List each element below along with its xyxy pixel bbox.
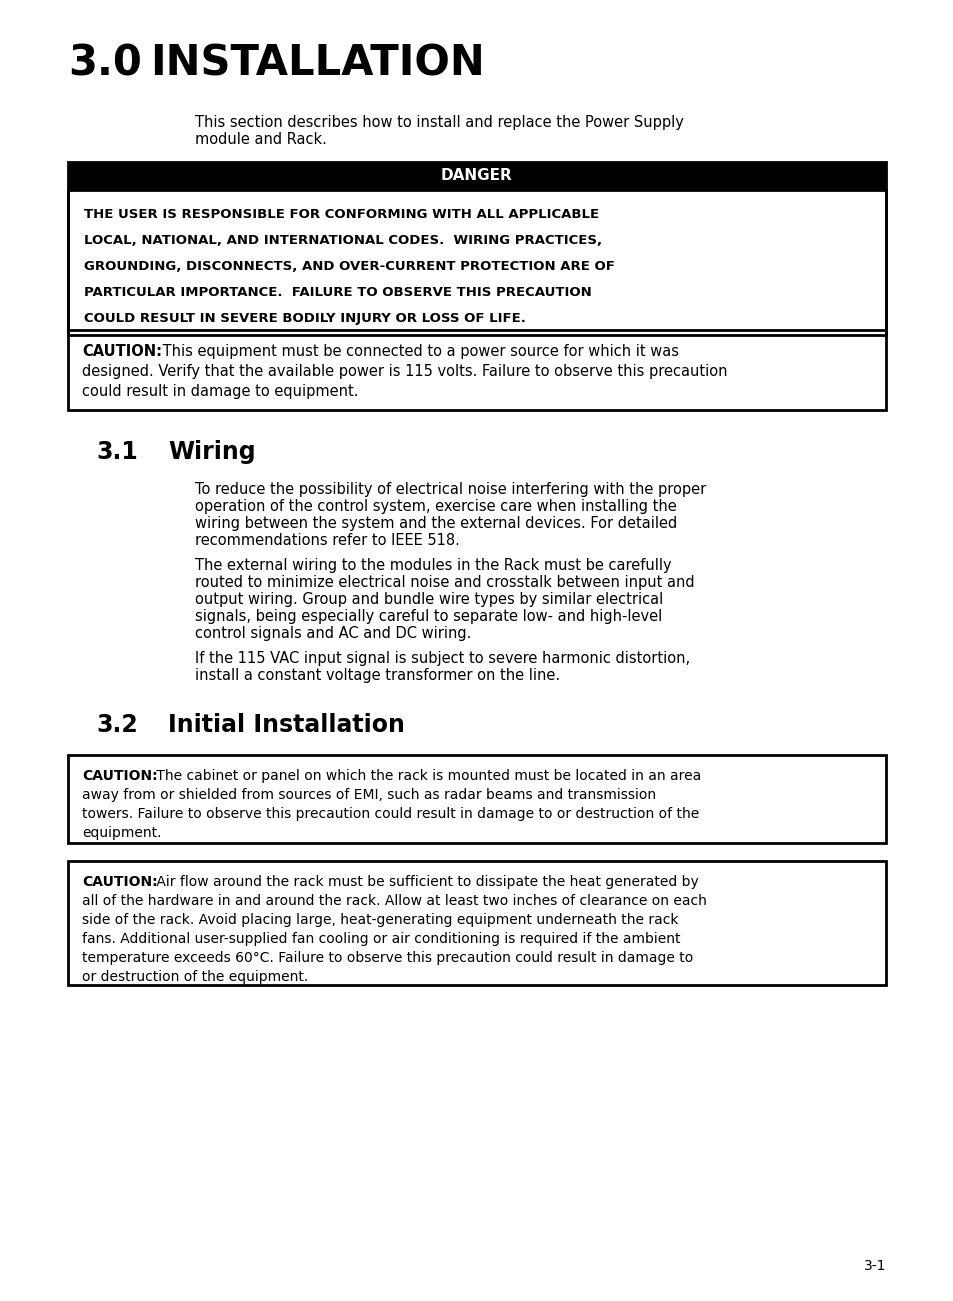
Bar — [68, 163, 885, 190]
Text: routed to minimize electrical noise and crosstalk between input and: routed to minimize electrical noise and … — [194, 575, 694, 589]
Text: recommendations refer to IEEE 518.: recommendations refer to IEEE 518. — [194, 533, 459, 548]
Text: equipment.: equipment. — [82, 826, 161, 840]
Text: PARTICULAR IMPORTANCE.  FAILURE TO OBSERVE THIS PRECAUTION: PARTICULAR IMPORTANCE. FAILURE TO OBSERV… — [84, 286, 591, 299]
Text: Initial Installation: Initial Installation — [168, 713, 404, 736]
Text: This section describes how to install and replace the Power Supply: This section describes how to install an… — [194, 114, 683, 130]
Text: designed. Verify that the available power is 115 volts. Failure to observe this : designed. Verify that the available powe… — [82, 364, 727, 379]
Text: operation of the control system, exercise care when installing the: operation of the control system, exercis… — [194, 500, 676, 514]
Bar — [68, 190, 885, 334]
Bar — [68, 330, 885, 410]
Text: CAUTION:: CAUTION: — [82, 876, 157, 889]
Text: all of the hardware in and around the rack. Allow at least two inches of clearan: all of the hardware in and around the ra… — [82, 894, 706, 908]
Text: could result in damage to equipment.: could result in damage to equipment. — [82, 384, 358, 399]
Text: output wiring. Group and bundle wire types by similar electrical: output wiring. Group and bundle wire typ… — [194, 592, 662, 608]
Text: The external wiring to the modules in the Rack must be carefully: The external wiring to the modules in th… — [194, 558, 671, 572]
Text: install a constant voltage transformer on the line.: install a constant voltage transformer o… — [194, 667, 559, 683]
Text: or destruction of the equipment.: or destruction of the equipment. — [82, 971, 308, 984]
Bar — [68, 755, 885, 843]
Text: DANGER: DANGER — [440, 169, 513, 183]
Bar — [68, 861, 885, 985]
Text: module and Rack.: module and Rack. — [194, 131, 327, 147]
Text: GROUNDING, DISCONNECTS, AND OVER-CURRENT PROTECTION ARE OF: GROUNDING, DISCONNECTS, AND OVER-CURRENT… — [84, 260, 615, 273]
Text: away from or shielded from sources of EMI, such as radar beams and transmission: away from or shielded from sources of EM… — [82, 788, 656, 801]
Text: Wiring: Wiring — [168, 440, 255, 464]
Text: COULD RESULT IN SEVERE BODILY INJURY OR LOSS OF LIFE.: COULD RESULT IN SEVERE BODILY INJURY OR … — [84, 312, 525, 325]
Text: If the 115 VAC input signal is subject to severe harmonic distortion,: If the 115 VAC input signal is subject t… — [194, 650, 689, 666]
Text: The cabinet or panel on which the rack is mounted must be located in an area: The cabinet or panel on which the rack i… — [152, 769, 700, 783]
Text: CAUTION:: CAUTION: — [82, 769, 157, 783]
Text: control signals and AC and DC wiring.: control signals and AC and DC wiring. — [194, 626, 471, 641]
Text: This equipment must be connected to a power source for which it was: This equipment must be connected to a po… — [158, 343, 679, 359]
Text: temperature exceeds 60°C. Failure to observe this precaution could result in dam: temperature exceeds 60°C. Failure to obs… — [82, 951, 693, 965]
Text: INSTALLATION: INSTALLATION — [150, 42, 484, 85]
Text: side of the rack. Avoid placing large, heat-generating equipment underneath the : side of the rack. Avoid placing large, h… — [82, 913, 678, 928]
Text: To reduce the possibility of electrical noise interfering with the proper: To reduce the possibility of electrical … — [194, 481, 705, 497]
Text: THE USER IS RESPONSIBLE FOR CONFORMING WITH ALL APPLICABLE: THE USER IS RESPONSIBLE FOR CONFORMING W… — [84, 208, 598, 221]
Text: 3-1: 3-1 — [862, 1259, 885, 1272]
Text: 3.1: 3.1 — [96, 440, 137, 464]
Text: fans. Additional user-supplied fan cooling or air conditioning is required if th: fans. Additional user-supplied fan cooli… — [82, 932, 679, 946]
Text: LOCAL, NATIONAL, AND INTERNATIONAL CODES.  WIRING PRACTICES,: LOCAL, NATIONAL, AND INTERNATIONAL CODES… — [84, 234, 601, 247]
Text: 3.0: 3.0 — [68, 42, 142, 85]
Text: signals, being especially careful to separate low- and high-level: signals, being especially careful to sep… — [194, 609, 661, 624]
Text: Air flow around the rack must be sufficient to dissipate the heat generated by: Air flow around the rack must be suffici… — [152, 876, 698, 889]
Text: CAUTION:: CAUTION: — [82, 343, 162, 359]
Text: 3.2: 3.2 — [96, 713, 137, 736]
Text: towers. Failure to observe this precaution could result in damage to or destruct: towers. Failure to observe this precauti… — [82, 807, 699, 821]
Bar — [68, 163, 885, 334]
Text: wiring between the system and the external devices. For detailed: wiring between the system and the extern… — [194, 516, 677, 531]
